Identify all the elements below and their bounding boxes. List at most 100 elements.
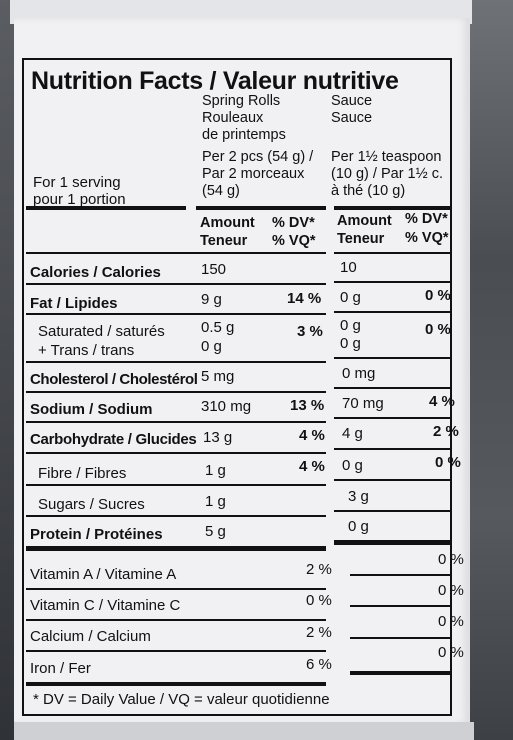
saturated-label: Saturated / saturés: [38, 323, 165, 340]
sauce-serving-1: Per 1½ teaspoon: [331, 149, 442, 165]
saturated-sr: 0.5 g: [201, 319, 235, 336]
carbohydrate-sr-dv: 4 %: [299, 427, 325, 444]
box-bottom-edge: [14, 722, 474, 740]
serving-label-en: For 1 serving: [33, 174, 121, 191]
rule-calories-sa: [334, 281, 450, 283]
nutrition-facts-panel: [22, 58, 452, 716]
carbohydrate-sr: 13 g: [203, 429, 233, 446]
fat-sr-dv: 14 %: [287, 290, 322, 307]
fat-sr: 9 g: [201, 291, 222, 308]
calcium-label: Calcium / Calcium: [30, 628, 151, 645]
header-rule-sa: [334, 206, 450, 210]
header-rule-sr: [196, 206, 326, 210]
fibre-sa: 0 g: [342, 457, 363, 474]
rule-carbohydrate-sa: [334, 448, 450, 450]
rule-saturated-sa: [334, 357, 450, 359]
sauce-serving-3: à thé (10 g): [331, 183, 406, 199]
trans-sr: 0 g: [201, 338, 222, 355]
sugars-sr: 1 g: [205, 493, 226, 510]
carbohydrate-sa-dv: 2 %: [433, 423, 459, 440]
cholesterol-sa: 0 mg: [342, 365, 376, 382]
calories-sr: 150: [201, 261, 227, 278]
header-rule-left: [26, 206, 186, 210]
calcium-sa-dv: 0 %: [438, 613, 464, 630]
nutrition-title: Nutrition Facts / Valeur nutritive: [31, 67, 399, 95]
background-left: [0, 0, 14, 740]
rule-iron: [26, 682, 326, 686]
sauce-name-fr: Sauce: [331, 110, 373, 126]
saturated-sa: 0 g: [340, 317, 361, 334]
rule-fibre: [26, 484, 326, 486]
iron-sr-dv: 6 %: [306, 656, 332, 673]
rule-vitamin-c: [26, 619, 326, 621]
teneur-header-sr: Teneur: [200, 233, 248, 249]
rule-fat: [26, 313, 326, 315]
carbohydrate-sa: 4 g: [342, 425, 363, 442]
sugars-label: Sugars / Sucres: [38, 496, 145, 513]
vitamin-c-sa-dv: 0 %: [438, 582, 464, 599]
sodium-sr: 310 mg: [201, 398, 252, 415]
protein-sr: 5 g: [205, 523, 226, 540]
rule-amount-sa: [334, 252, 450, 254]
rule-calcium-sa: [350, 637, 450, 639]
cholesterol-label: Cholesterol / Cholestérol: [30, 371, 198, 388]
rule-fibre-sa: [334, 479, 450, 481]
protein-sa: 0 g: [348, 518, 369, 535]
fat-label: Fat / Lipides: [30, 295, 118, 312]
iron-label: Iron / Fer: [30, 660, 91, 677]
amount-header-sa: Amount: [337, 213, 392, 229]
fat-sa-dv: 0 %: [425, 287, 451, 304]
vitamin-c-label: Vitamin C / Vitamine C: [30, 597, 181, 614]
rule-protein-sa: [334, 540, 450, 545]
trans-sa: 0 g: [340, 335, 361, 352]
cholesterol-sr: 5 mg: [201, 368, 235, 385]
fat-sa: 0 g: [340, 289, 361, 306]
vitamin-a-sr-dv: 2 %: [306, 561, 332, 578]
rule-fat-sa: [334, 311, 450, 313]
calories-sa: 10: [340, 259, 357, 276]
sodium-sr-dv: 13 %: [290, 397, 325, 414]
spring-rolls-name-fr: Rouleaux: [202, 110, 264, 126]
vq-header-sa: % VQ*: [405, 230, 449, 246]
spring-rolls-name-fr2: de printemps: [202, 127, 286, 143]
serving-label-fr: pour 1 portion: [33, 191, 126, 208]
rule-sugars-sa: [334, 510, 450, 512]
rule-vitamin-a: [26, 588, 326, 590]
rule-protein: [26, 546, 326, 551]
fibre-sr: 1 g: [205, 462, 226, 479]
vitamin-a-sa-dv: 0 %: [438, 551, 464, 568]
amount-header-sr: Amount: [200, 215, 255, 231]
dv-header-sa: % DV*: [405, 211, 448, 227]
fibre-label: Fibre / Fibres: [38, 465, 127, 482]
spring-rolls-serving-3: (54 g): [202, 183, 240, 199]
calories-label: Calories / Calories: [30, 264, 161, 281]
rule-cholesterol-sa: [334, 387, 450, 389]
sauce-name-en: Sauce: [331, 93, 373, 109]
iron-sa-dv: 0 %: [438, 644, 464, 661]
background-right: [462, 0, 513, 740]
vq-header-sr: % VQ*: [272, 233, 316, 249]
rule-calories: [26, 283, 326, 285]
trans-label: + Trans / trans: [38, 342, 135, 359]
rule-calcium: [26, 650, 326, 652]
saturated-sa-dv: 0 %: [425, 321, 451, 338]
calcium-sr-dv: 2 %: [306, 624, 332, 641]
rule-vitamin-a-sa: [350, 574, 450, 576]
sodium-label: Sodium / Sodium: [30, 401, 153, 418]
sodium-sa-dv: 4 %: [429, 393, 455, 410]
fibre-sr-dv: 4 %: [299, 458, 325, 475]
spring-rolls-name-en: Spring Rolls: [202, 93, 281, 109]
fibre-sa-dv: 0 %: [435, 454, 461, 471]
spring-rolls-serving-1: Per 2 pcs (54 g) /: [202, 149, 314, 165]
sugars-sa: 3 g: [348, 488, 369, 505]
vitamin-c-sr-dv: 0 %: [306, 592, 332, 609]
dv-header-sr: % DV*: [272, 215, 315, 231]
rule-sodium: [26, 421, 326, 423]
vitamin-a-label: Vitamin A / Vitamine A: [30, 566, 177, 583]
rule-sodium-sa: [334, 417, 450, 419]
footnote: * DV = Daily Value / VQ = valeur quotidi…: [33, 691, 330, 708]
rule-sugars: [26, 515, 326, 517]
spring-rolls-serving-2: Par 2 morceaux: [202, 166, 305, 182]
rule-amount: [26, 252, 326, 254]
teneur-header-sa: Teneur: [337, 231, 385, 247]
